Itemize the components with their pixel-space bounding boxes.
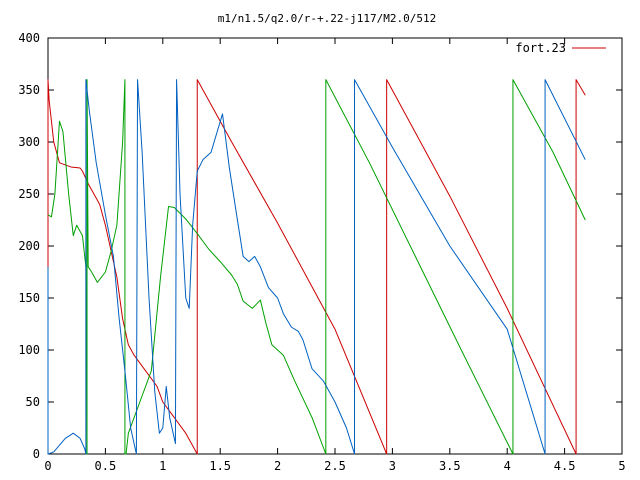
x-tick-label: 1.5 (209, 459, 231, 473)
x-tick-label: 4 (504, 459, 511, 473)
y-tick-label: 150 (18, 291, 40, 305)
legend: fort.23 (515, 41, 606, 55)
series-line-2 (47, 79, 586, 455)
plot-frame (47, 37, 623, 455)
series-lines (47, 79, 586, 455)
x-tick-label: 0.5 (95, 459, 117, 473)
x-tick-label: 4.5 (554, 459, 576, 473)
x-tick-label: 2.5 (324, 459, 346, 473)
y-tick-label: 250 (18, 187, 40, 201)
x-tick-label: 5 (618, 459, 625, 473)
y-tick-label: 350 (18, 83, 40, 97)
legend-label: fort.23 (515, 41, 566, 55)
x-tick-label: 3.5 (439, 459, 461, 473)
y-tick-label: 50 (26, 395, 40, 409)
chart-title: m1/n1.5/q2.0/r-+.22-j117/M2.0/512 (218, 12, 437, 25)
y-tick-label: 200 (18, 239, 40, 253)
y-tick-label: 0 (33, 447, 40, 461)
series-line-0 (47, 79, 586, 455)
x-tick-label: 2 (274, 459, 281, 473)
x-tick-label: 1 (159, 459, 166, 473)
y-tick-label: 400 (18, 31, 40, 45)
y-axis: 0 50 100 150 200 250 300 350 400 (18, 31, 622, 461)
x-tick-label: 3 (389, 459, 396, 473)
y-tick-label: 100 (18, 343, 40, 357)
series-line-1 (47, 79, 586, 455)
x-axis: 0 0.5 1 1.5 2 2.5 3 3.5 4 4.5 5 (44, 38, 626, 473)
y-tick-label: 300 (18, 135, 40, 149)
x-tick-label: 0 (44, 459, 51, 473)
